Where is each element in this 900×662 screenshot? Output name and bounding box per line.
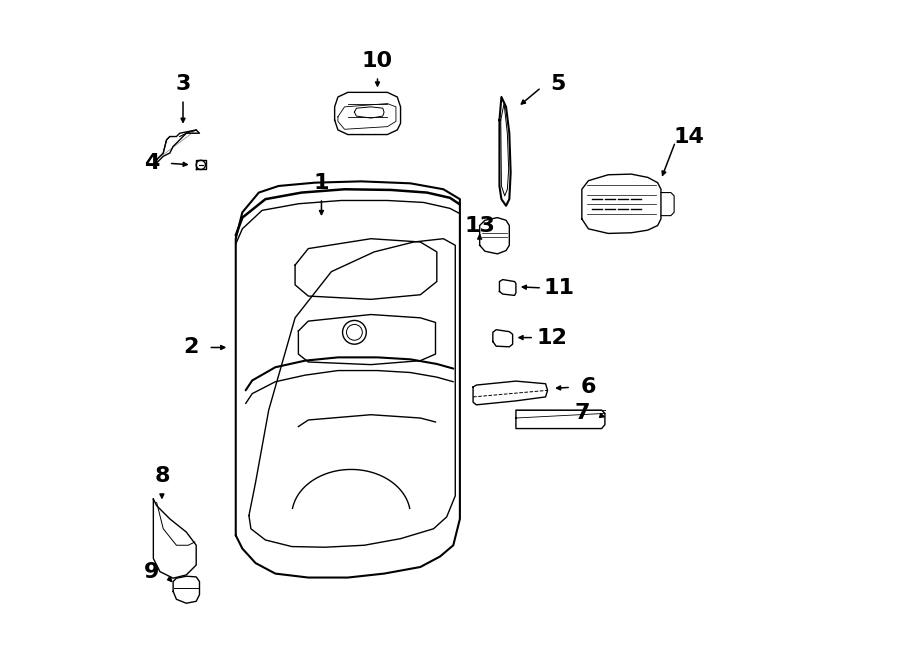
Text: 14: 14 [674, 126, 705, 146]
Text: 5: 5 [550, 73, 565, 94]
Text: 3: 3 [176, 73, 191, 94]
Text: 1: 1 [314, 173, 329, 193]
Text: 2: 2 [184, 338, 199, 357]
Text: 12: 12 [536, 328, 567, 348]
Text: 9: 9 [144, 561, 159, 582]
Text: 11: 11 [544, 278, 575, 298]
Text: 13: 13 [464, 216, 495, 236]
Text: 7: 7 [574, 403, 590, 424]
Text: 8: 8 [154, 466, 170, 486]
Text: 6: 6 [580, 377, 596, 397]
Text: 4: 4 [144, 153, 159, 173]
Text: 10: 10 [362, 51, 393, 71]
